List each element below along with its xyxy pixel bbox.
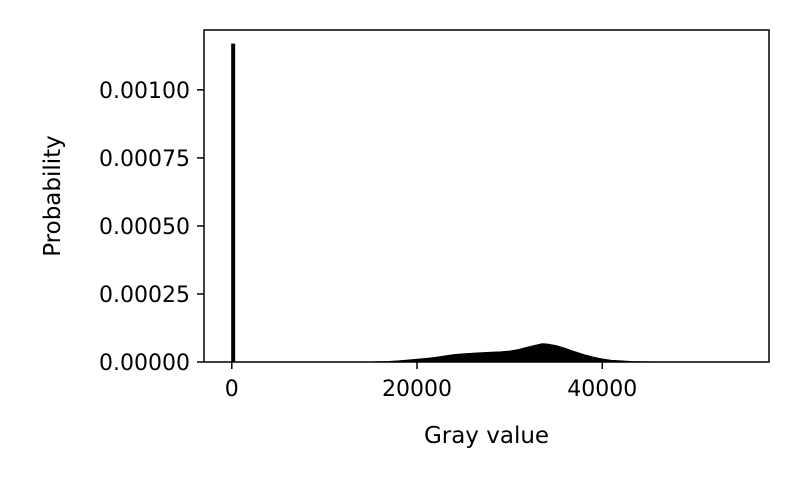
x-tick-label: 20000	[382, 377, 452, 402]
x-axis-label: Gray value	[424, 423, 549, 449]
y-tick-label: 0.00075	[99, 147, 190, 172]
y-tick-label: 0.00100	[99, 79, 190, 104]
y-axis: 0.00000 0.00025 0.00050 0.00075 0.00100	[99, 79, 204, 376]
axes-frame	[203, 29, 770, 363]
y-tick-label: 0.00000	[99, 351, 190, 376]
y-axis-label: Probability	[40, 135, 66, 257]
x-tick-label: 40000	[567, 377, 637, 402]
x-axis: 0 20000 40000	[225, 362, 637, 402]
plot-area	[231, 43, 658, 363]
y-tick-label: 0.00025	[99, 283, 190, 308]
y-tick-label: 0.00050	[99, 215, 190, 240]
histogram-area-0	[370, 343, 658, 363]
x-tick-label: 0	[225, 377, 239, 402]
histogram-spike-bar	[231, 43, 236, 363]
